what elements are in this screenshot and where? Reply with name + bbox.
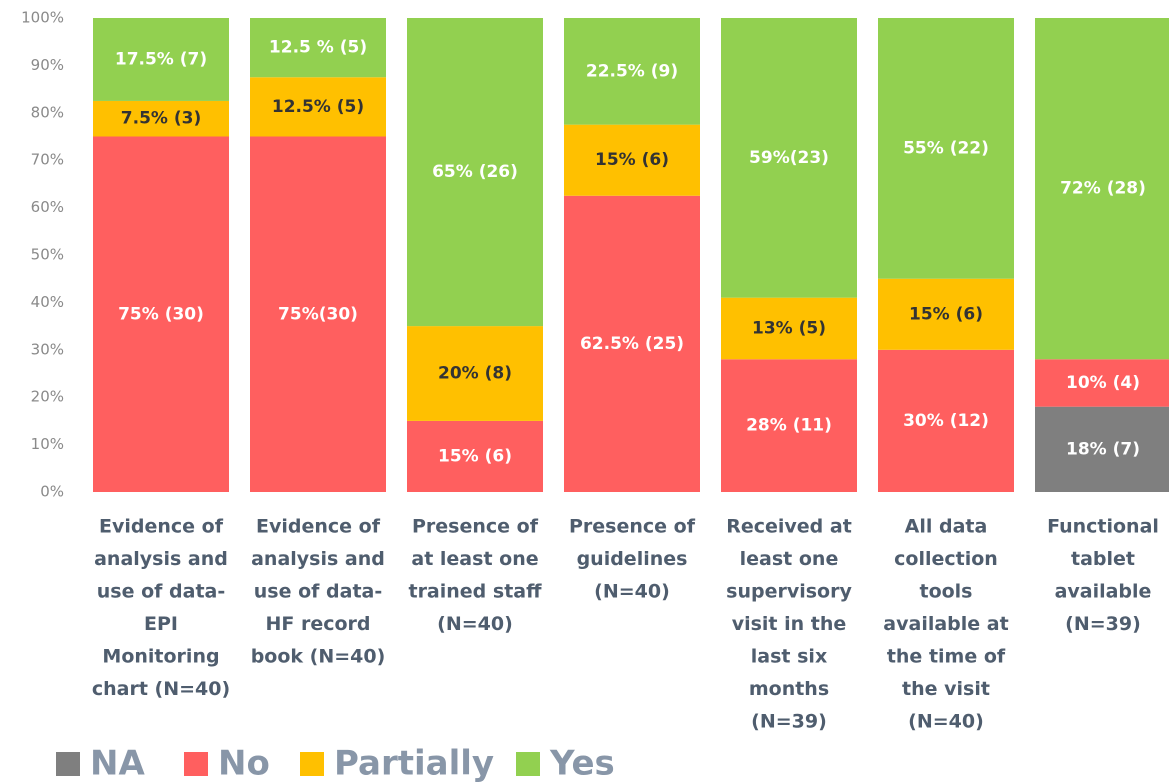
- x-tick-label: (N=40): [594, 581, 670, 603]
- y-tick-label: 70%: [31, 151, 64, 169]
- legend-swatch: [300, 752, 324, 776]
- value-label: 62.5% (25): [580, 334, 684, 354]
- x-tick-label: Monitoring: [102, 646, 219, 668]
- x-tick-label: analysis and: [251, 548, 385, 570]
- value-label: 10% (4): [1066, 373, 1140, 393]
- value-label: 55% (22): [903, 138, 989, 158]
- bar-segment: [407, 326, 543, 421]
- bar-segment: [93, 18, 229, 101]
- value-label: 15% (6): [909, 304, 983, 324]
- x-tick-label: analysis and: [94, 548, 228, 570]
- x-tick-label: months: [749, 678, 829, 700]
- bar-segment: [1035, 359, 1169, 407]
- x-tick-label: trained staff: [408, 581, 542, 603]
- y-tick-label: 40%: [31, 293, 64, 311]
- value-label: 13% (5): [752, 318, 826, 338]
- x-tick-label: last six: [751, 646, 827, 668]
- bar-segment: [1035, 18, 1169, 360]
- legend-label: NA: [90, 744, 145, 783]
- x-tick-label: Functional: [1047, 516, 1159, 538]
- bar-segment: [564, 195, 700, 492]
- value-label: 18% (7): [1066, 439, 1140, 459]
- bar-segment: [250, 77, 386, 137]
- x-tick-label: HF record: [265, 613, 370, 635]
- x-tick-label: (N=40): [437, 613, 513, 635]
- value-label: 30% (12): [903, 411, 989, 431]
- x-tick-label: (N=39): [1065, 613, 1141, 635]
- y-tick-label: 20%: [31, 388, 64, 406]
- bar-segment: [250, 18, 386, 78]
- value-label: 7.5% (3): [121, 109, 201, 129]
- x-tick-label: the visit: [902, 678, 990, 700]
- x-tick-label: Evidence of: [256, 516, 381, 538]
- bar-segment: [564, 18, 700, 125]
- bar-segment: [721, 18, 857, 298]
- bar-segment: [721, 297, 857, 360]
- bar-segment: [721, 359, 857, 492]
- x-tick-label: the time of: [887, 646, 1006, 668]
- bar-segment: [878, 18, 1014, 279]
- bar-segment: [93, 100, 229, 137]
- value-label: 65% (26): [432, 162, 518, 182]
- x-tick-label: least one: [740, 548, 839, 570]
- x-tick-label: Evidence of: [99, 516, 224, 538]
- bar-segment: [878, 349, 1014, 492]
- value-label: 12.5 % (5): [269, 38, 367, 58]
- y-tick-label: 80%: [31, 103, 64, 121]
- bar-segment: [1035, 406, 1169, 492]
- x-tick-label: at least one: [411, 548, 538, 570]
- value-label: 28% (11): [746, 416, 832, 436]
- x-tick-label: (N=39): [751, 711, 827, 733]
- y-tick-label: 100%: [21, 9, 64, 27]
- legend-label: Partially: [334, 744, 494, 783]
- y-tick-label: 90%: [31, 56, 64, 74]
- x-tick-label: Presence of: [412, 516, 539, 538]
- x-tick-label: Received at: [726, 516, 852, 538]
- bar-segment: [407, 18, 543, 327]
- x-tick-label: All data: [905, 516, 988, 538]
- x-tick-label: use of data-: [254, 581, 382, 603]
- bar-segment: [93, 136, 229, 492]
- x-tick-label: use of data-: [97, 581, 225, 603]
- x-tick-label: collection: [894, 548, 998, 570]
- y-tick-label: 10%: [31, 435, 64, 453]
- x-tick-label: available at: [883, 613, 1008, 635]
- bar-segment: [250, 136, 386, 492]
- legend-label: Yes: [549, 744, 615, 783]
- legend-swatch: [184, 752, 208, 776]
- x-tick-label: (N=40): [908, 711, 984, 733]
- value-label: 15% (6): [438, 446, 512, 466]
- x-tick-label: chart (N=40): [92, 678, 230, 700]
- value-label: 59%(23): [749, 148, 829, 168]
- x-tick-label: tablet: [1071, 548, 1135, 570]
- legend-swatch: [56, 752, 80, 776]
- value-label: 72% (28): [1060, 179, 1146, 199]
- legend-swatch: [516, 752, 540, 776]
- x-tick-label: Presence of: [569, 516, 696, 538]
- bar-segment: [407, 420, 543, 492]
- value-label: 20% (8): [438, 364, 512, 384]
- value-label: 22.5% (9): [586, 61, 678, 81]
- y-tick-label: 60%: [31, 198, 64, 216]
- x-tick-label: visit in the: [732, 613, 847, 635]
- bar-segment: [564, 124, 700, 196]
- y-tick-label: 0%: [40, 483, 64, 501]
- x-tick-label: book (N=40): [251, 646, 386, 668]
- x-tick-label: guidelines: [577, 548, 688, 570]
- value-label: 15% (6): [595, 150, 669, 170]
- y-tick-label: 50%: [31, 246, 64, 264]
- x-tick-label: tools: [919, 581, 972, 603]
- value-label: 75% (30): [118, 304, 204, 324]
- x-tick-label: available: [1055, 581, 1152, 603]
- x-tick-label: EPI: [144, 613, 178, 635]
- bar-segment: [878, 278, 1014, 350]
- legend-label: No: [218, 744, 270, 783]
- value-label: 17.5% (7): [115, 49, 207, 69]
- value-label: 75%(30): [278, 304, 358, 324]
- x-tick-label: supervisory: [726, 581, 852, 603]
- y-tick-label: 30%: [31, 340, 64, 358]
- value-label: 12.5% (5): [272, 97, 364, 117]
